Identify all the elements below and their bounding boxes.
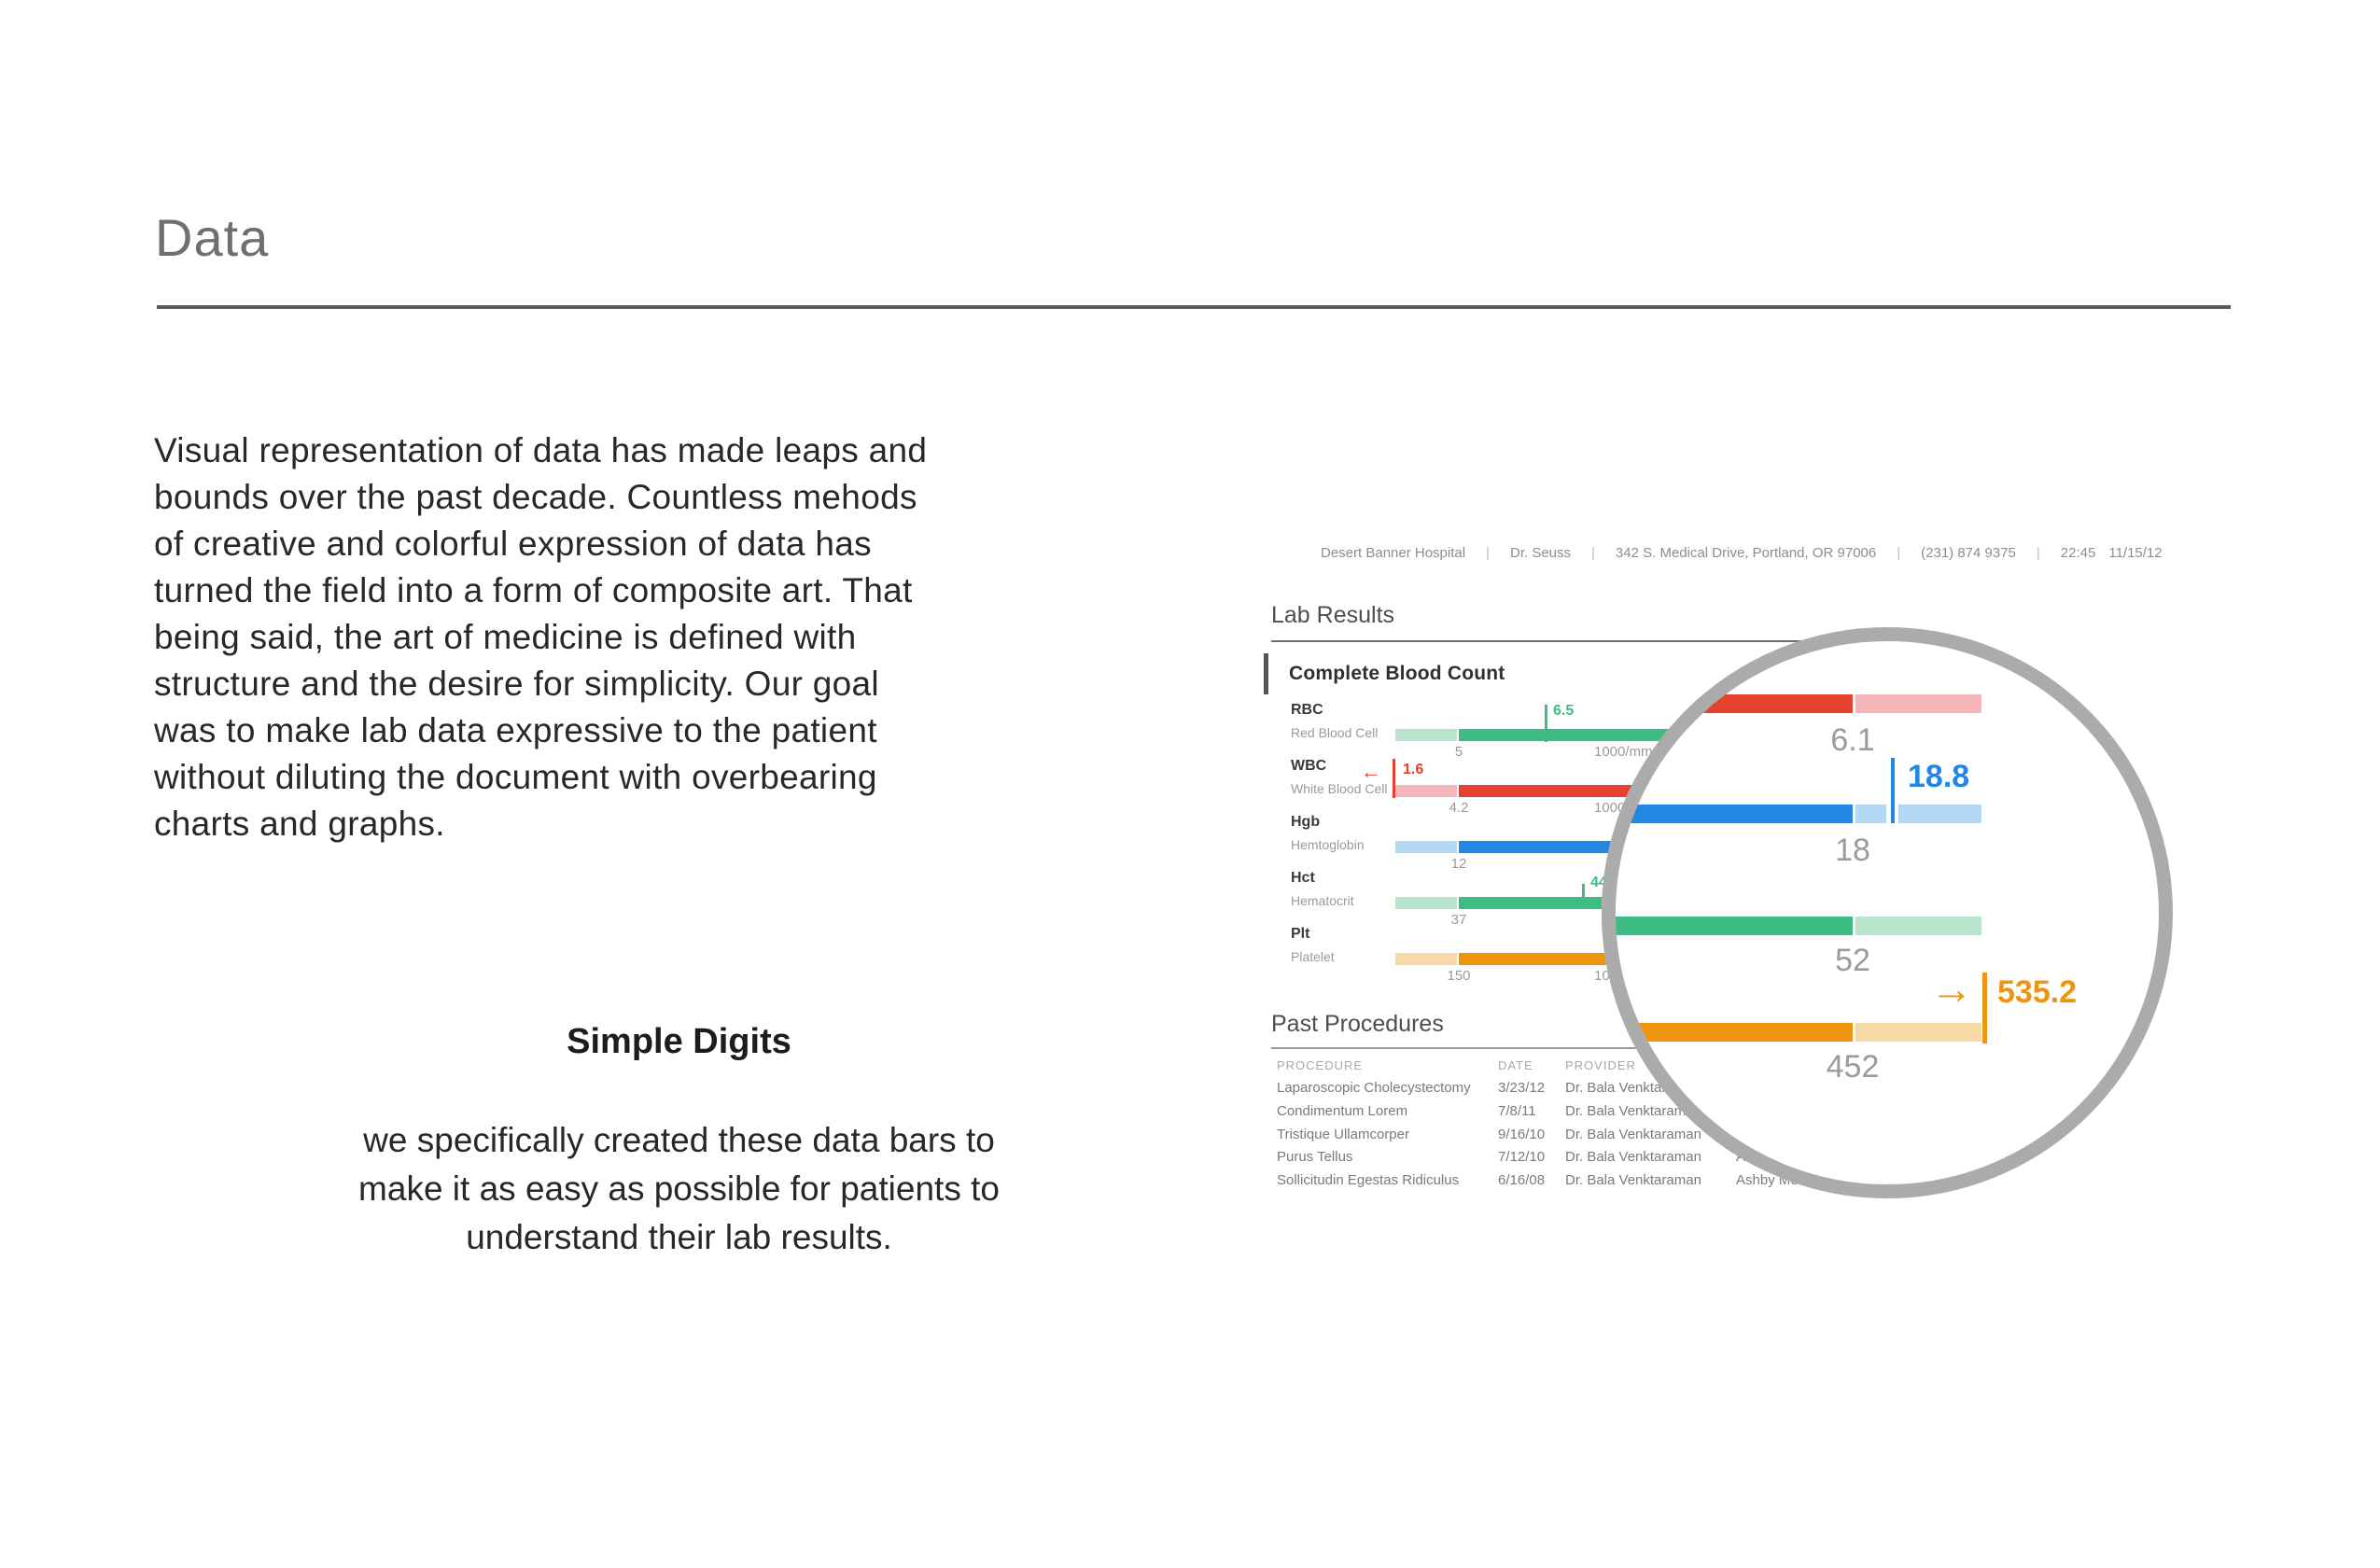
provider-cell: Dr. Bala Venktaraman: [1565, 1127, 1701, 1142]
lab-abbr: Hgb: [1291, 814, 1321, 830]
date-cell: 7/8/11: [1498, 1103, 1536, 1119]
title-divider: [157, 305, 2231, 309]
procedure-cell: Laparoscopic Cholecystectomy: [1277, 1080, 1471, 1096]
report-header: Desert Banner Hospital | Dr. Seuss | 342 S. …: [1321, 545, 2163, 561]
intro-line: structure and the desire for simplicity.…: [154, 665, 879, 703]
separator: |: [1591, 545, 1595, 561]
range-tick: 5: [1454, 744, 1463, 760]
table-header-row: PROCEDURE DATE PROVIDER: [1271, 1058, 1973, 1077]
simple-digits-text: we specifically created these data bars …: [317, 1116, 1041, 1262]
intro-line: Visual representation of data has made l…: [154, 431, 928, 469]
hospital-address: 342 S. Medical Drive, Portland, OR 97006: [1615, 545, 1877, 561]
past-procedures-title: Past Procedures: [1271, 1011, 1444, 1037]
off-scale-left-arrow-icon: ←: [1361, 760, 1381, 783]
doctor-name: Dr. Seuss: [1509, 545, 1572, 561]
provider-cell: Dr. Bala Venktaraman: [1565, 1172, 1701, 1187]
range-low-segment: [1395, 953, 1457, 965]
range-low-segment: [1395, 729, 1457, 741]
lab-name: White Blood Cell: [1291, 781, 1388, 796]
value-marker-label: 1.6: [1403, 762, 1424, 777]
simple-digits-line: we specifically created these data bars …: [363, 1121, 995, 1159]
simple-digits-line: make it as easy as possible for patients…: [358, 1169, 1000, 1208]
table-row: Tristique Ullamcorper 9/16/10 Dr. Bala V…: [1271, 1127, 1973, 1145]
past-procedures-divider: [1271, 1047, 1973, 1049]
intro-line: being said, the art of medicine is defin…: [154, 618, 857, 656]
value-marker-line: [1545, 705, 1547, 742]
report-date: 11/15/12: [2108, 545, 2163, 561]
lab-abbr: WBC: [1291, 758, 1327, 774]
range-tick: 12: [1450, 856, 1467, 872]
range-low-segment: [1395, 785, 1457, 797]
intro-paragraph: Visual representation of data has made l…: [154, 427, 927, 847]
lab-name: Hemtoglobin: [1291, 837, 1365, 852]
value-marker-label: 6.5: [1553, 703, 1575, 719]
procedure-cell: Sollicitudin Egestas Ridiculus: [1277, 1172, 1460, 1187]
range-tick: 4.2: [1449, 800, 1469, 816]
value-marker-line: [1393, 759, 1395, 798]
column-header-provider: PROVIDER: [1565, 1058, 1636, 1072]
date-cell: 3/23/12: [1498, 1080, 1546, 1096]
provider-cell: Dr. Bala Venktaraman: [1565, 1103, 1701, 1119]
cbc-panel-title: Complete Blood Count: [1289, 663, 1505, 684]
range-unit-label: 1000/mm3: [1594, 744, 1660, 760]
intro-line: turned the field into a form of composit…: [154, 571, 913, 609]
intro-line: charts and graphs.: [154, 805, 445, 843]
date-cell: 6/16/08: [1498, 1172, 1546, 1187]
separator: |: [2036, 545, 2040, 561]
table-row: Condimentum Lorem 7/8/11 Dr. Bala Venkta…: [1271, 1103, 1973, 1122]
range-low-segment: [1395, 841, 1457, 853]
column-header-procedure: PROCEDURE: [1277, 1058, 1364, 1072]
lab-abbr: RBC: [1291, 702, 1323, 718]
separator: |: [1486, 545, 1490, 561]
lab-name: Hematocrit: [1291, 893, 1354, 908]
intro-line: without diluting the document with overb…: [154, 758, 877, 796]
past-procedures-table: PROCEDURE DATE PROVIDER Laparoscopic Cho…: [1271, 1053, 1973, 1187]
magnifier-ring: [1602, 627, 2173, 1198]
procedure-cell: Tristique Ullamcorper: [1277, 1127, 1409, 1142]
simple-digits-heading: Simple Digits: [567, 1022, 791, 1061]
lab-name: Red Blood Cell: [1291, 725, 1379, 740]
lab-abbr: Plt: [1291, 926, 1310, 942]
page-title: Data: [155, 208, 270, 267]
intro-line: of creative and colorful expression of d…: [154, 525, 872, 563]
procedure-cell: Purus Tellus: [1277, 1149, 1353, 1165]
range-low-segment: [1395, 897, 1457, 909]
range-tick: 150: [1447, 968, 1471, 984]
lab-results-divider: [1271, 640, 1973, 642]
hospital-name: Desert Banner Hospital: [1321, 545, 1466, 561]
section-accent-bar: [1264, 653, 1268, 694]
simple-digits-line: understand their lab results.: [466, 1218, 892, 1256]
value-marker-line: [1582, 884, 1585, 908]
lab-name: Platelet: [1291, 949, 1335, 964]
procedure-cell: Condimentum Lorem: [1277, 1103, 1408, 1119]
intro-line: bounds over the past decade. Countless m…: [154, 478, 917, 516]
provider-cell: Dr. Bala Venktaraman: [1565, 1149, 1701, 1165]
column-header-date: DATE: [1498, 1058, 1533, 1072]
hospital-phone: (231) 874 9375: [1921, 545, 2016, 561]
separator: |: [1897, 545, 1901, 561]
date-cell: 9/16/10: [1498, 1127, 1546, 1142]
report-time: 22:45: [2060, 545, 2096, 561]
range-tick: 37: [1450, 912, 1467, 928]
lab-abbr: Hct: [1291, 870, 1315, 886]
date-cell: 7/12/10: [1498, 1149, 1546, 1165]
lab-results-title: Lab Results: [1271, 602, 1395, 628]
intro-line: was to make lab data expressive to the p…: [154, 711, 877, 749]
